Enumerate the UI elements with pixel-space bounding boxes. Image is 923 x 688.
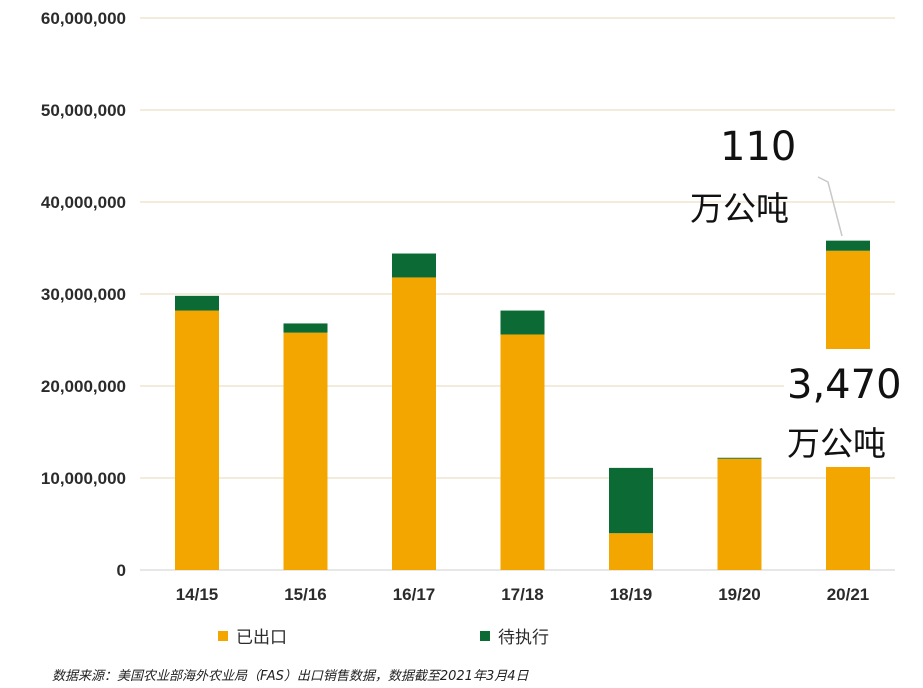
annotation-exported-backdrop: [784, 349, 922, 467]
bar-pending: [392, 253, 436, 278]
bars: [175, 240, 870, 570]
x-tick-label: 14/15: [176, 585, 219, 604]
legend: 已出口 待执行: [218, 628, 549, 648]
bar-pending: [500, 310, 545, 335]
source-note: 数据来源：美国农业部海外农业局（FAS）出口销售数据，数据截至2021年3月4日: [52, 668, 529, 684]
y-tick-label: 50,000,000: [41, 101, 126, 120]
legend-label-pending: 待执行: [498, 628, 549, 648]
legend-swatch-exported: [218, 631, 228, 641]
y-axis-ticks: 0 10,000,000 20,000,000 30,000,000 40,000,00…: [41, 9, 126, 580]
bar-exported: [283, 332, 328, 570]
y-tick-label: 0: [117, 561, 126, 580]
bar-exported: [500, 334, 545, 570]
annotation-exported-2021: 3,470 万公吨: [787, 362, 902, 463]
y-tick-label: 60,000,000: [41, 9, 126, 28]
legend-label-exported: 已出口: [236, 628, 287, 648]
annotation-leader-line: [817, 176, 843, 237]
y-tick-label: 10,000,000: [41, 469, 126, 488]
legend-swatch-pending: [480, 631, 490, 641]
annotation-exported-unit: 万公吨: [787, 424, 886, 463]
annotation-pending-2021: 110 万公吨: [690, 124, 843, 237]
gridlines: [140, 17, 895, 479]
bar-pending: [283, 323, 328, 333]
x-tick-label: 15/16: [284, 585, 327, 604]
bar-exported: [717, 458, 762, 570]
x-tick-label: 16/17: [393, 585, 436, 604]
y-tick-label: 40,000,000: [41, 193, 126, 212]
annotation-pending-unit: 万公吨: [690, 189, 789, 228]
y-tick-label: 30,000,000: [41, 285, 126, 304]
annotation-pending-number: 110: [720, 124, 796, 170]
bar-pending: [717, 457, 762, 459]
bar-exported: [175, 310, 219, 570]
y-tick-label: 20,000,000: [41, 377, 126, 396]
x-tick-label: 20/21: [827, 585, 870, 604]
x-axis-ticks: 14/15 15/16 16/17 17/18 18/19 19/20 20/21: [176, 585, 870, 604]
bar-exported: [392, 277, 436, 570]
bar-pending: [609, 467, 653, 534]
x-tick-label: 17/18: [501, 585, 544, 604]
bar-pending: [175, 295, 219, 311]
bar-exported: [609, 533, 653, 570]
x-tick-label: 18/19: [610, 585, 653, 604]
annotation-exported-number: 3,470: [787, 362, 902, 408]
x-tick-label: 19/20: [718, 585, 761, 604]
bar-pending: [826, 240, 870, 251]
